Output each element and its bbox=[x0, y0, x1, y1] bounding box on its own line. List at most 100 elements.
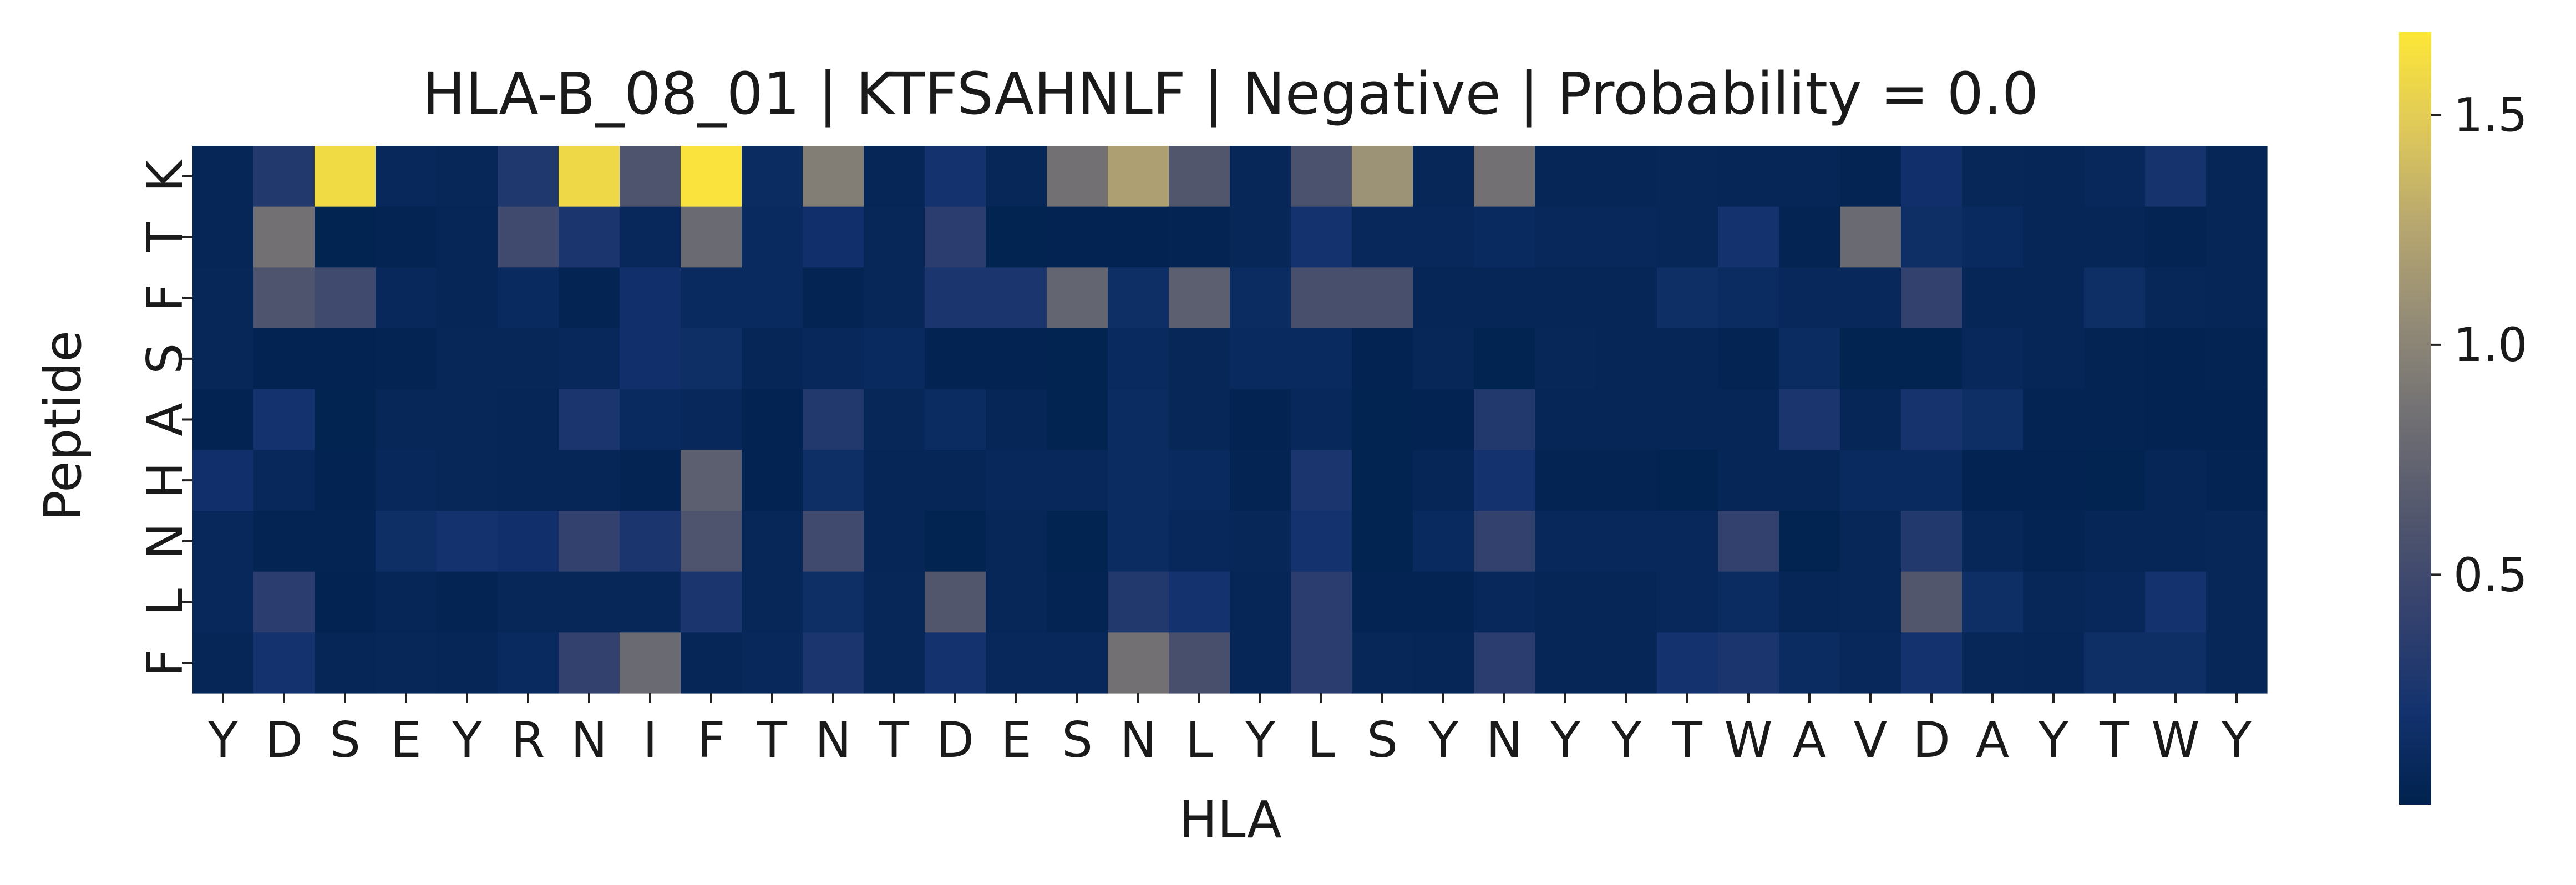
y-tick-label: A bbox=[136, 403, 194, 436]
heatmap-cell bbox=[1474, 511, 1535, 572]
heatmap-cell bbox=[1535, 389, 1596, 450]
heatmap-cell bbox=[498, 632, 559, 694]
heatmap-cell bbox=[620, 632, 681, 694]
heatmap-cell bbox=[1657, 450, 1718, 511]
heatmap-cell bbox=[559, 450, 620, 511]
heatmap-cell bbox=[1962, 511, 2024, 572]
heatmap-cell bbox=[864, 632, 925, 694]
heatmap-cell bbox=[1474, 571, 1535, 633]
heatmap-cell bbox=[498, 389, 559, 450]
heatmap-cell bbox=[864, 511, 925, 572]
x-tick-label: L bbox=[1307, 711, 1335, 769]
colorbar-tick-label: 1.5 bbox=[2453, 88, 2528, 143]
heatmap-cell bbox=[681, 511, 742, 572]
y-tick-label: S bbox=[136, 343, 194, 374]
heatmap-cell bbox=[986, 267, 1047, 329]
heatmap-cell bbox=[1047, 146, 1108, 207]
heatmap-cell bbox=[1108, 571, 1169, 633]
heatmap-cell bbox=[253, 632, 315, 694]
heatmap-cell bbox=[376, 206, 437, 268]
heatmap-cell bbox=[742, 206, 803, 268]
heatmap-cell bbox=[498, 450, 559, 511]
heatmap-cell bbox=[315, 632, 376, 694]
heatmap-cell bbox=[1108, 450, 1169, 511]
heatmap-cell bbox=[1779, 146, 1840, 207]
heatmap-cell bbox=[2145, 450, 2207, 511]
x-tick-label: Y bbox=[1550, 711, 1580, 769]
heatmap-cell bbox=[1169, 328, 1230, 390]
heatmap-cell bbox=[2023, 389, 2085, 450]
heatmap-cell bbox=[1901, 206, 1963, 268]
x-tick-label: S bbox=[1062, 711, 1093, 769]
heatmap-cell bbox=[1901, 571, 1963, 633]
heatmap-cell bbox=[681, 206, 742, 268]
heatmap-cell bbox=[986, 146, 1047, 207]
heatmap-cell bbox=[1535, 146, 1596, 207]
heatmap-cell bbox=[1413, 206, 1474, 268]
heatmap-cell bbox=[1413, 511, 1474, 572]
y-tick-label: N bbox=[136, 523, 194, 560]
heatmap-cell bbox=[376, 328, 437, 390]
heatmap-cell bbox=[1535, 450, 1596, 511]
heatmap-cell bbox=[1291, 389, 1352, 450]
heatmap-cell bbox=[2023, 571, 2085, 633]
heatmap-cell bbox=[1962, 450, 2024, 511]
heatmap-cell bbox=[315, 328, 376, 390]
heatmap-cell bbox=[437, 632, 498, 694]
heatmap-cell bbox=[1230, 389, 1291, 450]
y-tick-label: F bbox=[136, 284, 194, 312]
heatmap-cell bbox=[1169, 632, 1230, 694]
heatmap-cell bbox=[1108, 206, 1169, 268]
heatmap-cell bbox=[681, 632, 742, 694]
heatmap-cell bbox=[437, 571, 498, 633]
heatmap-cell bbox=[192, 571, 254, 633]
heatmap-cell bbox=[1169, 206, 1230, 268]
x-tick-label: L bbox=[1185, 711, 1213, 769]
heatmap-cell bbox=[1596, 146, 1657, 207]
heatmap-cell bbox=[1291, 267, 1352, 329]
heatmap-cell bbox=[1901, 450, 1963, 511]
x-tick-label: Y bbox=[452, 711, 482, 769]
colorbar-ticks: 0.5 1.0 1.5 bbox=[2431, 88, 2528, 602]
heatmap-cell bbox=[315, 267, 376, 329]
heatmap-cell bbox=[1413, 450, 1474, 511]
heatmap-cell bbox=[1718, 206, 1779, 268]
heatmap-cell bbox=[1291, 146, 1352, 207]
heatmap-cell bbox=[437, 206, 498, 268]
heatmap-cell bbox=[2206, 450, 2268, 511]
heatmap-cell bbox=[2145, 632, 2207, 694]
heatmap-cell bbox=[1962, 328, 2024, 390]
heatmap-cell bbox=[1535, 632, 1596, 694]
heatmap-cell bbox=[742, 146, 803, 207]
heatmap-cell bbox=[1352, 511, 1413, 572]
x-tick-label: A bbox=[1793, 711, 1826, 769]
heatmap-cell bbox=[1962, 571, 2024, 633]
x-tick-label: R bbox=[511, 711, 545, 769]
heatmap-cell bbox=[1169, 571, 1230, 633]
heatmap-cell bbox=[1840, 389, 1901, 450]
heatmap-cell bbox=[1901, 328, 1963, 390]
y-tick-label: L bbox=[136, 588, 194, 616]
heatmap-cell bbox=[864, 450, 925, 511]
heatmap-cell bbox=[315, 389, 376, 450]
heatmap-cell bbox=[2084, 571, 2146, 633]
heatmap-cell bbox=[864, 571, 925, 633]
heatmap-cell bbox=[742, 632, 803, 694]
heatmap-cell bbox=[620, 571, 681, 633]
colorbar-tick-label: 1.0 bbox=[2453, 318, 2528, 372]
heatmap-cell bbox=[1230, 450, 1291, 511]
heatmap-cell bbox=[925, 632, 986, 694]
heatmap-cell bbox=[1108, 632, 1169, 694]
heatmap-cell bbox=[1840, 450, 1901, 511]
heatmap-cell bbox=[925, 511, 986, 572]
heatmap-cell bbox=[1840, 511, 1901, 572]
heatmap-cell bbox=[1840, 267, 1901, 329]
heatmap-cell bbox=[1901, 267, 1963, 329]
heatmap-cell bbox=[986, 632, 1047, 694]
heatmap-cell bbox=[2145, 511, 2207, 572]
heatmap-cell bbox=[2206, 389, 2268, 450]
x-tick-label: W bbox=[1724, 711, 1772, 769]
heatmap-cell bbox=[1230, 511, 1291, 572]
heatmap-cell bbox=[1169, 450, 1230, 511]
heatmap-cell bbox=[2084, 450, 2146, 511]
